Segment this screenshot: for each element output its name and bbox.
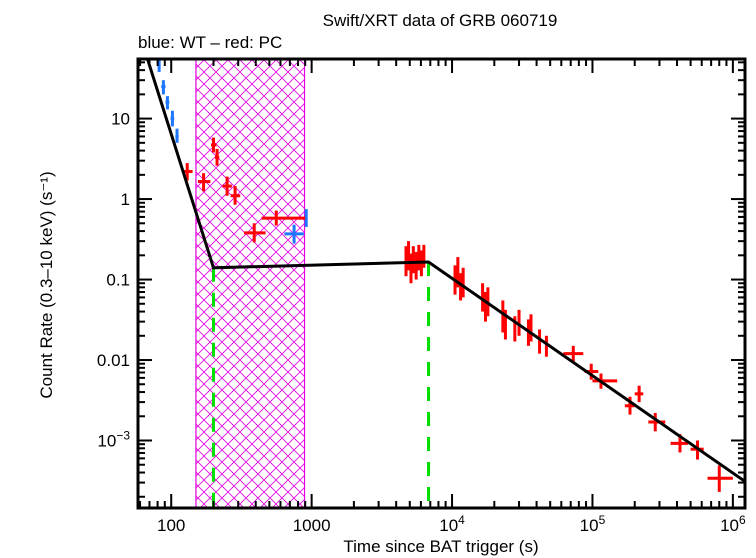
data-point-pc <box>634 385 644 403</box>
data-point-pc <box>417 244 421 271</box>
data-point-pc <box>483 292 487 322</box>
data-point-pc <box>407 241 411 271</box>
y-tick-label: 10−3 <box>97 429 130 451</box>
data-point-pc <box>414 251 418 280</box>
y-tick-label: 10 <box>111 110 130 129</box>
y-tick-label: 0.01 <box>97 351 130 370</box>
data-point-wt <box>170 110 175 127</box>
data-point-pc <box>538 329 542 354</box>
chart-title: Swift/XRT data of GRB 060719 <box>323 11 558 30</box>
x-tick-label: 1000 <box>293 516 331 535</box>
excluded-region <box>195 59 306 508</box>
break-lines-layer <box>211 262 431 508</box>
x-tick-label: 105 <box>580 513 606 535</box>
tick-labels: 100 1000 104 105 106 10 1 0.1 0.01 10−3 <box>97 110 746 535</box>
x-tick-label: 106 <box>720 513 746 535</box>
data-point-wt <box>161 80 166 95</box>
data-point-wt <box>165 96 170 110</box>
data-point-wt <box>304 209 308 227</box>
data-point-pc <box>244 223 266 243</box>
y-tick-label: 1 <box>121 190 130 209</box>
model-line <box>145 59 745 483</box>
data-point-pc <box>214 148 220 166</box>
data-point-pc <box>529 314 533 342</box>
excluded-region-layer <box>195 59 306 508</box>
data-point-pc <box>501 300 505 333</box>
data-point-pc <box>544 335 548 357</box>
data-point-pc <box>624 396 635 415</box>
axis-ticks <box>138 59 745 508</box>
x-tick-label: 100 <box>157 516 185 535</box>
data-point-pc <box>459 273 463 301</box>
data-point-pc <box>707 465 733 492</box>
chart-subtitle: blue: WT – red: PC <box>138 33 282 52</box>
data-point-pc <box>517 309 521 336</box>
data-point-wt <box>157 59 161 72</box>
data-point-wt <box>175 128 179 143</box>
data-point-pc <box>563 345 584 362</box>
x-tick-label: 104 <box>439 513 465 535</box>
data-point-pc <box>409 253 413 284</box>
data-point-pc <box>230 186 241 205</box>
data-point-wt <box>284 224 304 244</box>
data-point-pc <box>197 173 211 192</box>
y-tick-label: 0.1 <box>106 271 130 290</box>
data-point-pc <box>592 373 618 389</box>
data-point-pc <box>222 176 232 196</box>
data-point-pc <box>261 210 306 226</box>
data-point-pc <box>422 244 426 268</box>
data-point-pc <box>461 267 465 298</box>
model-layer <box>145 59 745 483</box>
x-axis-label: Time since BAT trigger (s) <box>343 537 538 556</box>
data-point-pc <box>210 137 217 153</box>
y-axis-label: Count Rate (0.3–10 keV) (s⁻¹) <box>37 171 56 398</box>
data-point-pc <box>411 246 415 274</box>
